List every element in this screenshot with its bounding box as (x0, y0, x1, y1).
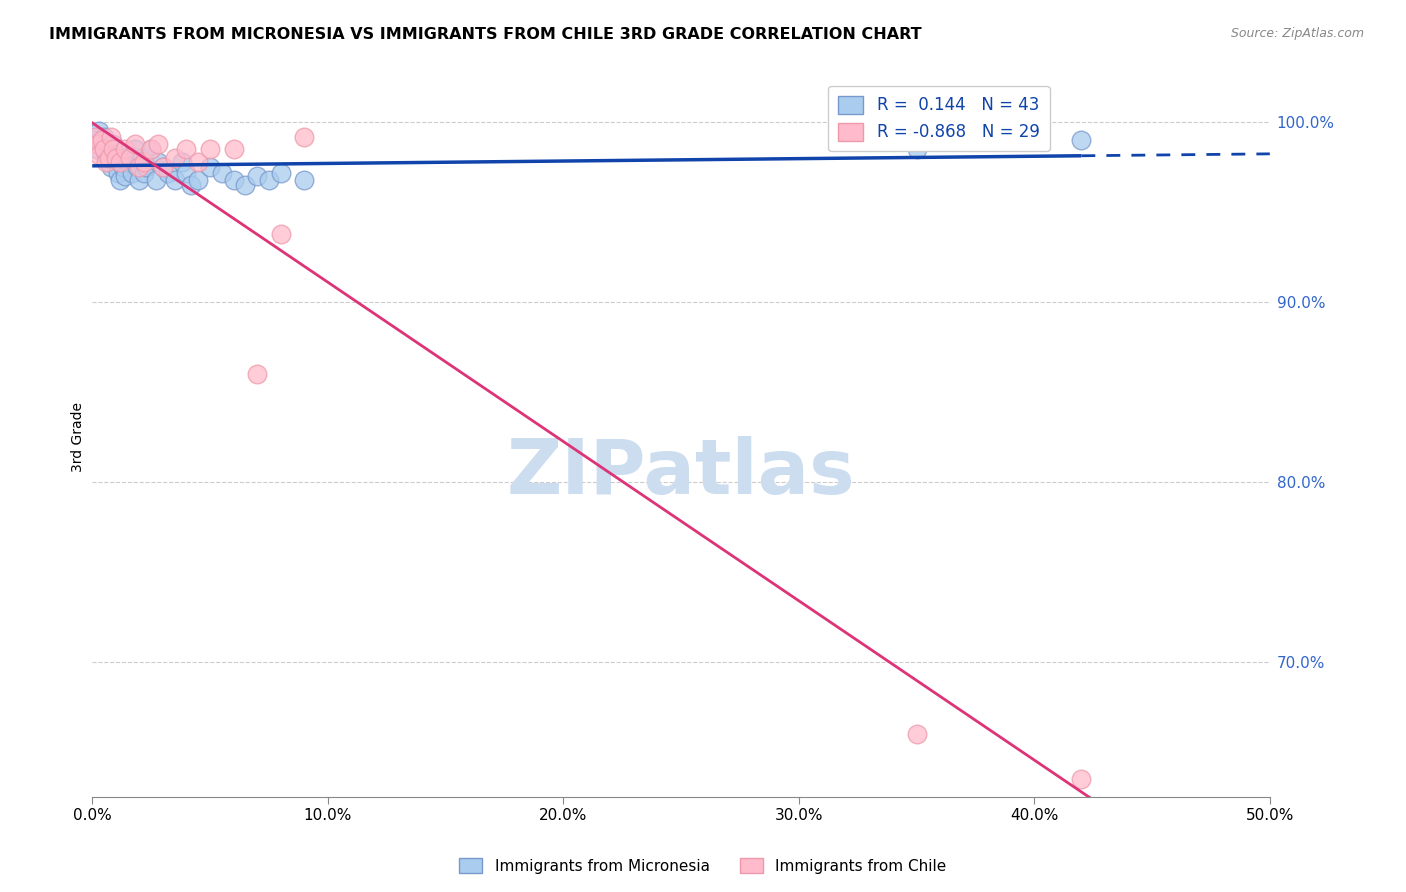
Point (187, 155, 209, 169)
Point (905, 727, 928, 741)
Point (187, 173, 209, 187)
Point (198, 142, 221, 156)
Point (132, 155, 155, 169)
Point (1070, 772, 1092, 786)
Point (118, 152, 141, 166)
Point (121, 166, 143, 180)
Point (163, 152, 186, 166)
Point (128, 173, 150, 187)
Y-axis label: 3rd Grade: 3rd Grade (72, 402, 86, 472)
Point (107, 166, 129, 180)
Point (111, 161, 134, 175)
Text: ZIPatlas: ZIPatlas (506, 436, 855, 510)
Point (145, 173, 167, 187)
Point (176, 166, 198, 180)
Legend: Immigrants from Micronesia, Immigrants from Chile: Immigrants from Micronesia, Immigrants f… (453, 852, 953, 880)
Point (905, 142, 928, 156)
Point (100, 129, 122, 144)
Point (83, 129, 105, 144)
Point (222, 142, 245, 156)
Point (131, 152, 153, 166)
Point (125, 161, 148, 175)
Point (233, 178, 256, 193)
Point (292, 173, 315, 187)
Text: Source: ZipAtlas.com: Source: ZipAtlas.com (1230, 27, 1364, 40)
Point (270, 227, 292, 241)
Point (104, 152, 127, 166)
Point (139, 142, 162, 156)
Point (93, 142, 115, 156)
Point (86, 136, 108, 151)
Point (163, 173, 186, 187)
Point (103, 142, 125, 156)
Point (89, 124, 111, 138)
Point (86, 142, 108, 156)
Point (176, 142, 198, 156)
Point (132, 166, 155, 180)
Point (135, 161, 157, 175)
Point (152, 161, 174, 175)
Point (246, 169, 269, 184)
Point (211, 166, 233, 180)
Point (170, 155, 193, 169)
Point (96, 147, 118, 161)
Point (152, 161, 174, 175)
Point (222, 173, 245, 187)
Point (118, 147, 141, 161)
Legend: R =  0.144   N = 43, R = -0.868   N = 29: R = 0.144 N = 43, R = -0.868 N = 29 (828, 86, 1049, 152)
Point (89, 147, 111, 161)
Point (1070, 133, 1092, 147)
Point (124, 136, 146, 151)
Point (124, 142, 146, 156)
Point (103, 136, 125, 151)
Point (180, 178, 202, 193)
Point (93, 129, 115, 144)
Point (257, 173, 280, 187)
Point (90, 136, 112, 151)
Point (198, 161, 221, 175)
Point (100, 161, 122, 175)
Point (96, 155, 118, 169)
Point (146, 136, 169, 151)
Point (114, 142, 136, 156)
Point (83, 133, 105, 147)
Point (117, 155, 139, 169)
Point (97, 152, 120, 166)
Point (128, 161, 150, 175)
Point (292, 129, 315, 144)
Point (97, 155, 120, 169)
Point (139, 142, 162, 156)
Point (90, 133, 112, 147)
Point (110, 155, 132, 169)
Text: IMMIGRANTS FROM MICRONESIA VS IMMIGRANTS FROM CHILE 3RD GRADE CORRELATION CHART: IMMIGRANTS FROM MICRONESIA VS IMMIGRANTS… (49, 27, 922, 42)
Point (114, 169, 136, 184)
Point (246, 367, 269, 381)
Point (146, 155, 169, 169)
Point (110, 173, 132, 187)
Point (104, 152, 127, 166)
Point (156, 166, 179, 180)
Point (270, 166, 292, 180)
